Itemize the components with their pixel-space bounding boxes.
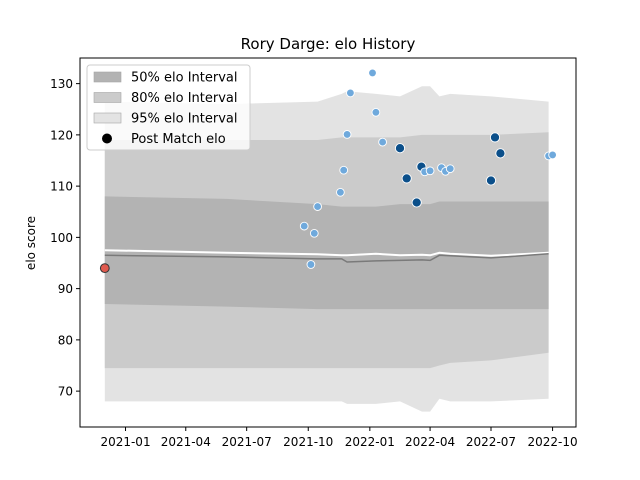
- post-match-point: [425, 166, 435, 176]
- x-axis-ticks: 2021-01 2021-04 2021-07 2021-10 2022-01 2022-…: [100, 427, 578, 449]
- post-match-point: [339, 165, 349, 175]
- post-match-point: [378, 137, 387, 147]
- x-tick-label: 2022-04: [405, 435, 455, 449]
- post-match-point: [336, 187, 345, 197]
- band-50-interval: [104, 196, 549, 310]
- x-tick-label: 2022-10: [528, 435, 578, 449]
- post-match-point: [495, 148, 506, 159]
- x-tick-label: 2022-01: [345, 435, 395, 449]
- post-match-point: [306, 260, 316, 269]
- legend-label: 80% elo Interval: [131, 91, 238, 106]
- y-tick-label: 70: [58, 385, 73, 399]
- x-tick-label: 2021-07: [222, 435, 272, 449]
- x-tick-label: 2021-04: [161, 435, 211, 449]
- post-match-point: [411, 197, 422, 208]
- y-axis-label: elo score: [24, 216, 38, 270]
- y-tick-label: 110: [50, 180, 73, 194]
- y-tick-label: 100: [50, 231, 73, 245]
- plot-frame: [79, 57, 577, 428]
- post-match-point: [342, 130, 352, 139]
- post-match-point: [485, 175, 497, 186]
- trend-lines: [104, 249, 549, 263]
- median-line: [104, 253, 549, 263]
- mean-line: [104, 249, 549, 257]
- post-match-point: [445, 164, 455, 174]
- y-axis-ticks: 70 80 90 100 110 120 130: [50, 77, 80, 399]
- post-match-point: [489, 132, 501, 143]
- post-match-point: [99, 263, 110, 274]
- x-tick-label: 2021-01: [100, 435, 150, 449]
- x-tick-label: 2021-10: [283, 435, 333, 449]
- post-match-point: [401, 173, 412, 184]
- legend-swatch: [93, 112, 122, 124]
- x-tick-label: 2022-07: [466, 435, 516, 449]
- legend-marker: [102, 133, 112, 144]
- legend-box: [86, 64, 251, 151]
- legend-swatch: [93, 92, 122, 103]
- legend: 50% elo Interval 80% elo Interval 95% elo …: [86, 64, 251, 151]
- y-tick-label: 90: [58, 282, 73, 296]
- post-match-point: [548, 150, 557, 160]
- post-match-point: [299, 221, 309, 231]
- y-tick-label: 80: [58, 333, 73, 347]
- post-match-point: [371, 107, 381, 117]
- legend-label: Post Match elo: [131, 132, 226, 147]
- post-match-point: [394, 143, 406, 154]
- post-match-point: [368, 68, 377, 78]
- post-match-point: [346, 88, 355, 98]
- legend-label: 50% elo Interval: [131, 71, 238, 86]
- legend-swatch: [93, 71, 122, 83]
- y-tick-label: 120: [50, 128, 73, 142]
- chart-title: Rory Darge: elo History: [241, 35, 416, 53]
- post-match-point: [309, 228, 319, 238]
- post-match-points: [99, 68, 557, 274]
- legend-label: 95% elo Interval: [131, 112, 238, 127]
- y-tick-label: 130: [50, 77, 73, 91]
- post-match-point: [313, 202, 322, 211]
